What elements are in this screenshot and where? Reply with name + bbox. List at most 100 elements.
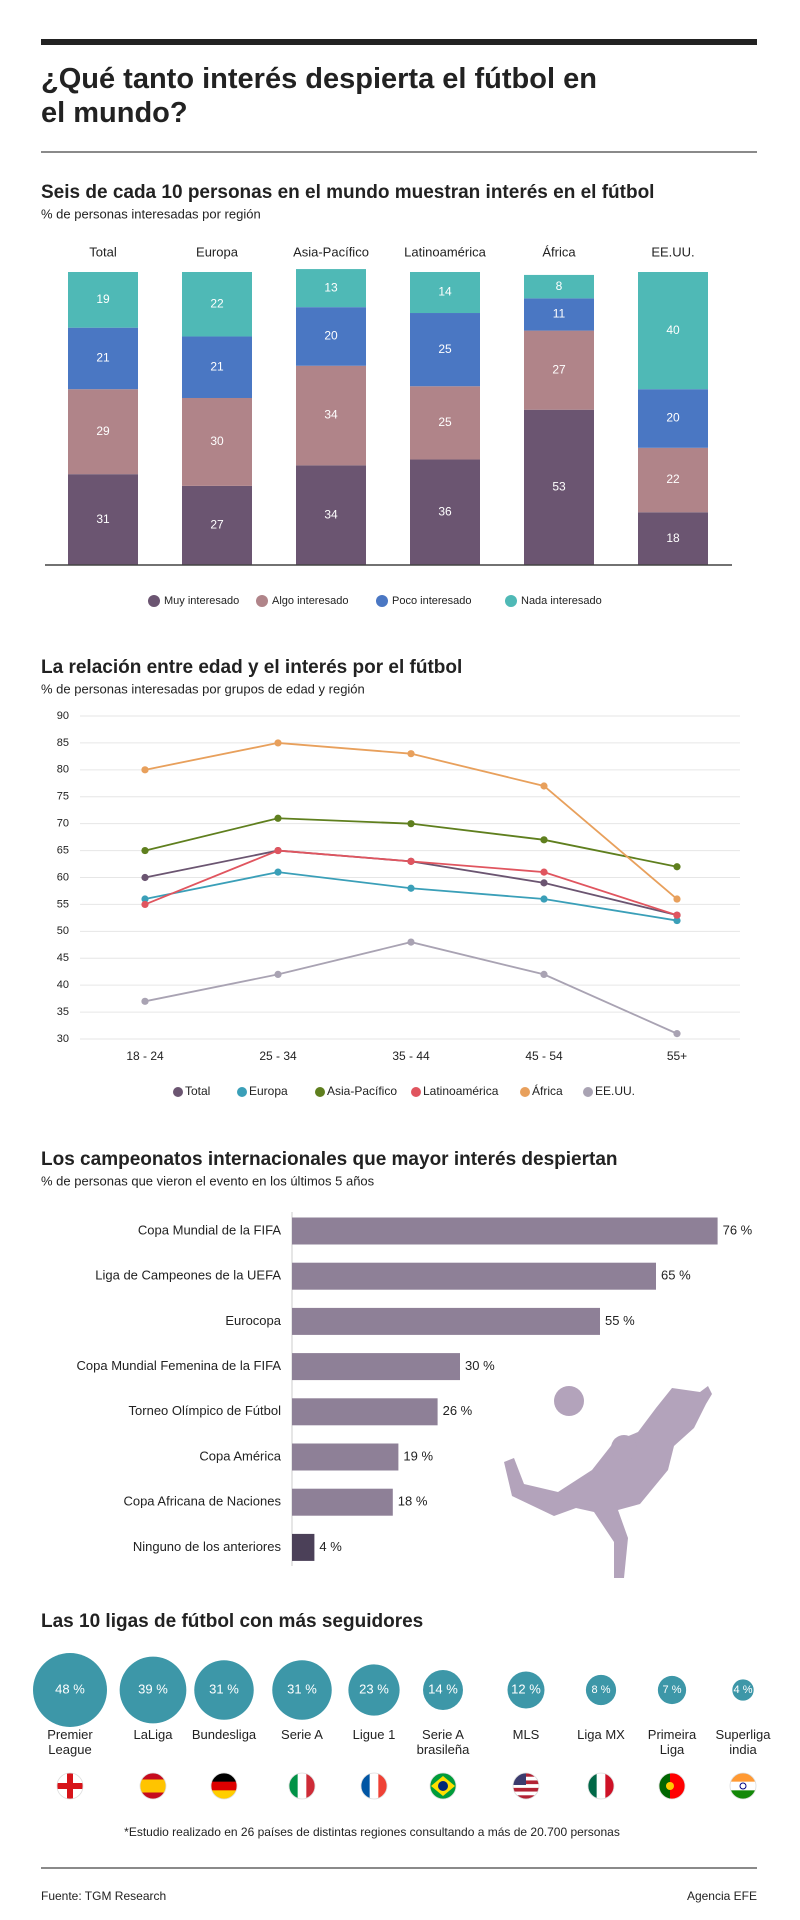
flag-part [605, 1773, 614, 1799]
league-name: Bundesliga [191, 1727, 257, 1742]
legend-swatch [173, 1087, 183, 1097]
category-label: Copa Mundial Femenina de la FIFA [77, 1358, 282, 1373]
legend-swatch [376, 595, 388, 607]
flag-ring [429, 1772, 457, 1800]
series-line [144, 941, 678, 1035]
legend-label: Latinoamérica [423, 1084, 499, 1098]
data-label: 27 [552, 362, 566, 376]
data-label: 29 [96, 424, 110, 438]
series-point [540, 970, 548, 979]
series-point [274, 868, 282, 876]
data-label: 31 % [209, 1681, 239, 1696]
series-point [407, 820, 415, 828]
data-label: 4 % [319, 1539, 342, 1554]
x-tick-label: Europa [196, 244, 239, 259]
legend-label: África [532, 1083, 563, 1098]
y-tick-label: 80 [57, 764, 69, 776]
data-label: 18 % [398, 1494, 428, 1509]
flag-part [211, 1790, 237, 1799]
data-label: 8 [556, 279, 563, 293]
bar-segment [638, 447, 708, 513]
category-label: Torneo Olímpico de Fútbol [129, 1403, 282, 1418]
flag-icon [729, 1772, 757, 1800]
data-label: 23 % [359, 1681, 389, 1696]
x-tick-label: 18 - 24 [126, 1049, 164, 1063]
flag-part [297, 1773, 307, 1799]
bubble [272, 1660, 332, 1720]
legend-label: Muy interesado [164, 595, 239, 607]
league-name: Serie A [281, 1727, 323, 1742]
chart-subtitle: % de personas interesadas por región [41, 206, 261, 221]
flag-ring [210, 1772, 238, 1800]
legend-swatch [520, 1087, 530, 1097]
flag-ring [658, 1772, 686, 1800]
bubble [33, 1653, 107, 1727]
bubble [423, 1670, 463, 1710]
series-point [540, 879, 548, 887]
legend-label: Asia-Pacífico [327, 1084, 397, 1098]
flag-ring [729, 1772, 757, 1800]
bar [292, 1443, 399, 1471]
flag-part [140, 1792, 166, 1799]
series-point [274, 970, 282, 979]
flag-body [140, 1773, 166, 1799]
bar-segment [524, 298, 594, 331]
series-point [673, 895, 681, 903]
y-tick-label: 45 [57, 952, 69, 964]
bar-segment [524, 274, 594, 299]
credit: Agencia EFE [687, 1889, 757, 1903]
bar [292, 1307, 600, 1335]
bar-segment [638, 512, 708, 565]
chart-title: Seis de cada 10 personas en el mundo mue… [41, 182, 654, 203]
y-tick-label: 75 [57, 791, 69, 803]
flag-icon [360, 1772, 388, 1800]
league-name: Primeira Liga [647, 1727, 697, 1757]
category-label: Copa Mundial de la FIFA [138, 1222, 281, 1237]
series-point [673, 1030, 681, 1038]
legend-label: Algo interesado [272, 595, 348, 607]
flag-ring [587, 1772, 615, 1800]
flag-part [513, 1787, 539, 1792]
chart-title: Las 10 ligas de fútbol con más seguidore… [41, 1611, 423, 1632]
bar-segment [182, 485, 252, 565]
data-label: 27 [210, 518, 224, 532]
data-label: 21 [210, 359, 224, 373]
flag-part [730, 1781, 756, 1791]
flag-body [730, 1773, 756, 1799]
flag-part [596, 1773, 606, 1799]
flag-icon [139, 1772, 167, 1800]
data-label: 11 [553, 307, 566, 321]
legend-swatch [505, 595, 517, 607]
league-name: MLS [512, 1727, 540, 1742]
bubble [194, 1660, 254, 1720]
legend-swatch [315, 1087, 325, 1097]
bar-segment [68, 389, 138, 475]
legend-swatch [583, 1087, 593, 1097]
data-label: 20 [324, 329, 338, 343]
bubble [119, 1656, 187, 1724]
chart-title: Los campeonatos internacionales que mayo… [41, 1149, 618, 1170]
flag-part [361, 1773, 370, 1799]
legend-swatch [411, 1087, 421, 1097]
x-tick-label: 45 - 54 [525, 1049, 563, 1063]
flag-ring [360, 1772, 388, 1800]
flag-part [438, 1781, 448, 1791]
y-tick-label: 55 [57, 898, 69, 910]
top-rule [41, 39, 757, 45]
data-label: 31 % [287, 1681, 317, 1696]
flag-part [57, 1783, 83, 1789]
flag-part [211, 1773, 237, 1782]
league-name: Serie A brasileña [416, 1727, 470, 1757]
flag-ring [288, 1772, 316, 1800]
flag-part [666, 1782, 674, 1790]
data-label: 26 % [443, 1403, 473, 1418]
flag-body [57, 1773, 83, 1799]
flag-part [513, 1784, 539, 1789]
bar [292, 1353, 460, 1381]
series-point [141, 900, 149, 909]
flag-icon [56, 1772, 84, 1800]
y-tick-label: 50 [57, 925, 69, 937]
bar [292, 1217, 718, 1245]
y-tick-label: 65 [57, 844, 69, 856]
